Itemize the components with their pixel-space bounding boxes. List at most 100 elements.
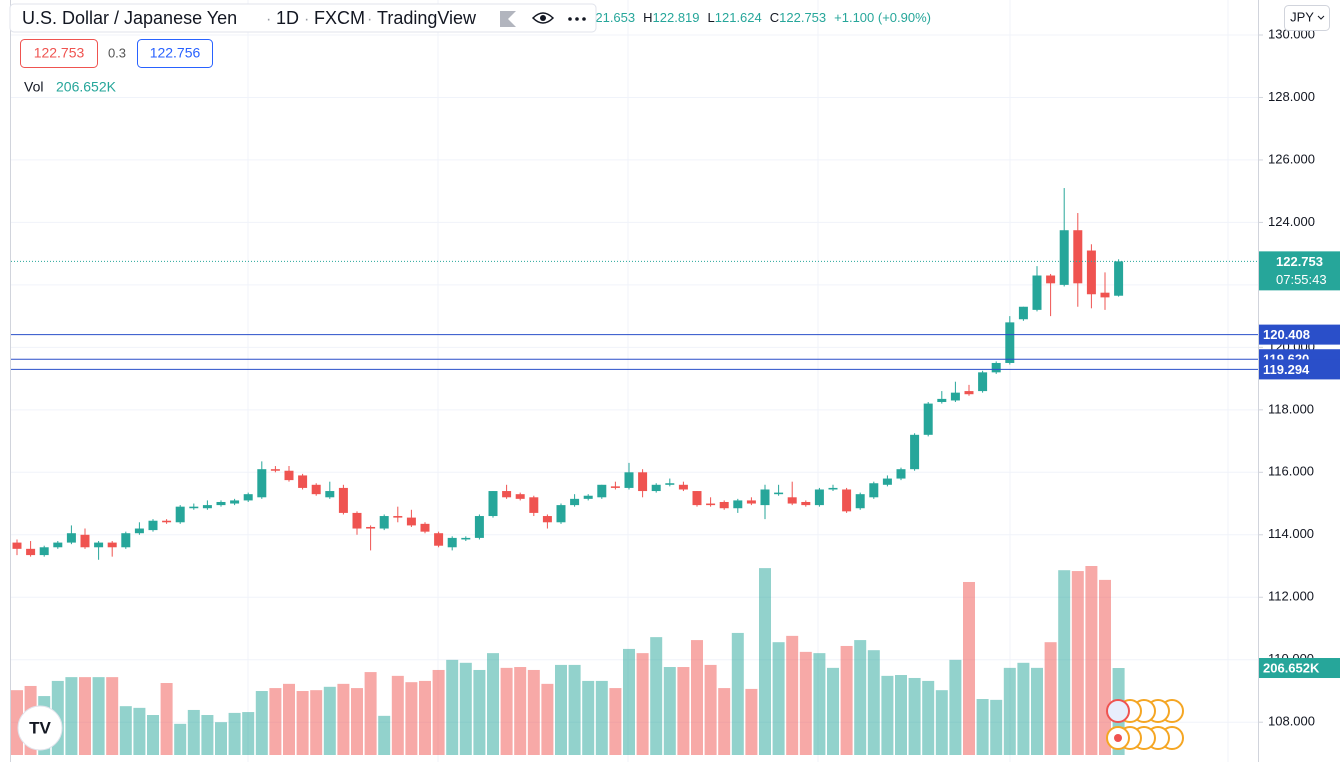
candle-body: [665, 483, 675, 485]
level-badge: [1259, 324, 1340, 345]
volume-bar: [337, 683, 350, 755]
candle-body: [746, 500, 756, 504]
candle-body: [869, 483, 879, 498]
candle-body: [1005, 322, 1015, 363]
volume-bar: [500, 667, 513, 755]
event-icons[interactable]: [1106, 699, 1184, 750]
volume-legend-value: 206.652K: [56, 79, 117, 95]
spread: 0.3: [108, 45, 126, 60]
currency-button[interactable]: [1284, 5, 1330, 31]
ask-price: 122.756: [150, 45, 201, 61]
candle-body: [311, 484, 321, 495]
candle-body: [515, 494, 525, 499]
candle-body: [978, 372, 988, 392]
candle-body: [1059, 230, 1069, 285]
y-tick-label: 126.000: [1268, 151, 1315, 166]
candle-body: [910, 434, 920, 470]
volume-bar: [378, 715, 391, 755]
eye-pupil: [540, 15, 546, 21]
candle-body: [1114, 261, 1124, 296]
tv-logo[interactable]: TV: [29, 718, 51, 737]
volume-bar: [391, 675, 404, 755]
y-tick-label: 118.000: [1268, 401, 1314, 416]
candle-body: [529, 497, 539, 513]
volume-bar: [296, 691, 309, 755]
volume-bar: [840, 645, 853, 755]
volume-bar: [11, 690, 23, 755]
volume-bar: [949, 659, 962, 755]
volume-bar: [269, 688, 282, 755]
current-price-label: 122.753: [1276, 254, 1323, 269]
volume-bar: [568, 664, 581, 755]
eye-icon[interactable]: [531, 12, 555, 24]
volume-bar: [786, 635, 799, 755]
y-tick-label: 116.000: [1268, 464, 1314, 479]
flag-icon[interactable]: [500, 11, 516, 27]
candle-body: [801, 501, 811, 506]
separator: ·: [304, 11, 309, 28]
volume-bar: [255, 691, 268, 755]
vertical-grid: [247, 0, 1229, 762]
y-tick-label: 114.000: [1268, 526, 1314, 541]
volume-bar: [147, 715, 159, 755]
volume-bar: [283, 683, 295, 755]
candle-body: [719, 501, 729, 509]
interval[interactable]: 1D: [276, 8, 299, 28]
candle-body: [882, 478, 892, 485]
volume-badge-label: 206.652K: [1263, 660, 1320, 675]
y-tick-label: 108.000: [1268, 714, 1315, 729]
candle-body: [148, 520, 158, 531]
volume-bar: [364, 672, 377, 755]
candle-body: [991, 362, 1001, 373]
ask-box[interactable]: [137, 39, 213, 68]
volume-bar: [731, 632, 744, 755]
volume-bar: [813, 653, 826, 755]
candle-body: [624, 472, 634, 488]
volume-bar: [609, 688, 622, 755]
candle-body: [692, 491, 702, 506]
volume-bar: [963, 581, 975, 755]
volume-bar: [1031, 667, 1043, 755]
candle-body: [597, 484, 607, 498]
candle-body: [298, 475, 308, 488]
more-icon[interactable]: [568, 17, 586, 21]
volume-bar: [555, 664, 567, 755]
volume-bar: [745, 688, 758, 755]
volume-bar: [650, 637, 663, 755]
currency[interactable]: JPY: [1290, 9, 1314, 24]
volume-bar: [704, 664, 717, 755]
ohlc-key: C: [770, 10, 779, 25]
volume-bar: [881, 675, 894, 755]
y-tick-label: 112.000: [1268, 589, 1314, 604]
bid-box[interactable]: [20, 39, 98, 68]
candle-body: [842, 489, 852, 512]
volume-bar: [310, 690, 323, 755]
candle-body: [53, 542, 63, 548]
volume-bar: [677, 667, 690, 755]
volume-bar: [772, 642, 785, 755]
volume-bar: [432, 669, 445, 755]
volume-name: Vol: [24, 79, 43, 95]
volume-bar: [799, 651, 812, 755]
separator: ·: [367, 11, 372, 28]
chevron: [1317, 15, 1325, 20]
candle-body: [325, 491, 335, 498]
candle-body: [488, 491, 498, 517]
candle-body: [379, 516, 389, 529]
candle-body: [937, 398, 947, 403]
candle-body: [706, 503, 716, 506]
candle-body: [855, 494, 865, 509]
price-axis: 108.000110.000112.000114.000116.000118.0…: [1258, 26, 1340, 729]
symbol-title[interactable]: U.S. Dollar / Japanese Yen: [22, 8, 237, 28]
volume-bar: [759, 568, 771, 755]
candle-body: [896, 469, 906, 479]
exchange: FXCM: [314, 8, 365, 28]
candle-body: [107, 542, 117, 548]
volume-bar: [1003, 667, 1016, 755]
volume-bar: [990, 699, 1003, 755]
y-tick-label: 128.000: [1268, 89, 1315, 104]
ohlc-value: 122.753: [779, 10, 826, 25]
candle-body: [1086, 250, 1096, 295]
tv-logo-bg: [17, 705, 63, 751]
candle-body: [420, 523, 430, 532]
